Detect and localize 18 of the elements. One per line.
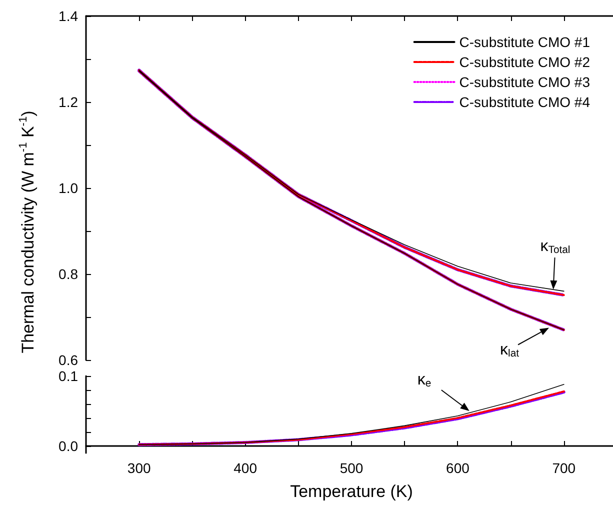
x-tick-label: 300 [127, 460, 151, 476]
legend-label: C-substitute CMO #2 [459, 54, 590, 70]
x-axis-title: Temperature (K) [290, 482, 413, 501]
y-tick-label: 1.0 [58, 180, 78, 196]
y-axis-title: Thermal conductivity (W m-1 K-1) [17, 110, 38, 354]
y-tick-label: 0.0 [58, 438, 78, 454]
legend-label: C-substitute CMO #3 [459, 74, 590, 90]
y-tick-label: 1.2 [58, 94, 78, 110]
legend-label: C-substitute CMO #1 [459, 34, 590, 50]
y-tick-label: 0.8 [58, 266, 78, 282]
legend-label: C-substitute CMO #4 [459, 94, 590, 110]
x-tick-label: 500 [340, 460, 364, 476]
y-tick-label: 1.4 [58, 8, 78, 24]
x-tick-label: 400 [234, 460, 258, 476]
y-tick-label: 0.1 [58, 368, 78, 384]
y-tick-label: 0.6 [58, 352, 78, 368]
x-tick-label: 700 [552, 460, 576, 476]
x-tick-label: 600 [446, 460, 470, 476]
